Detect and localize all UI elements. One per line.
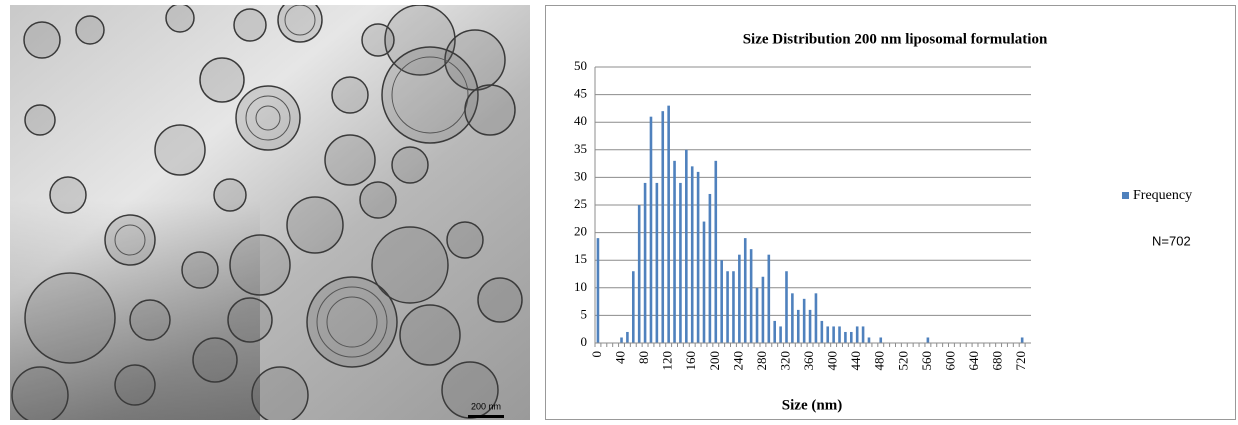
bar — [750, 249, 753, 343]
bar — [838, 326, 841, 343]
bar — [632, 271, 635, 343]
bar — [791, 293, 794, 343]
x-tick-label: 640 — [966, 351, 981, 371]
bar — [661, 111, 664, 343]
x-tick-label: 720 — [1013, 351, 1028, 371]
x-tick-label: 320 — [777, 351, 792, 371]
bar — [756, 288, 759, 343]
bar — [673, 161, 676, 343]
x-axis-label: Size (nm) — [782, 397, 842, 413]
y-tick-label: 10 — [574, 279, 587, 294]
legend-label: Frequency — [1133, 188, 1192, 203]
bar — [856, 326, 859, 343]
x-tick-label: 40 — [612, 351, 627, 364]
bar — [685, 150, 688, 343]
bar — [714, 161, 717, 343]
bar — [679, 183, 682, 343]
bar — [809, 310, 812, 343]
bar — [826, 326, 829, 343]
bar — [803, 299, 806, 343]
y-tick-label: 45 — [574, 86, 587, 101]
bar — [626, 332, 629, 343]
bar — [927, 337, 930, 343]
bar — [785, 271, 788, 343]
x-tick-label: 80 — [636, 351, 651, 364]
bar — [726, 271, 729, 343]
bar — [862, 326, 865, 343]
x-tick-label: 400 — [825, 351, 840, 371]
bar — [620, 337, 623, 343]
x-tick-label: 600 — [942, 351, 957, 371]
bar — [768, 255, 771, 343]
x-tick-label: 0 — [589, 351, 604, 358]
bar — [697, 172, 700, 343]
x-tick-label: 560 — [919, 351, 934, 371]
bar — [762, 277, 765, 343]
bar — [844, 332, 847, 343]
y-tick-label: 40 — [574, 113, 587, 128]
bar — [691, 166, 694, 343]
bar — [773, 321, 776, 343]
y-tick-label: 20 — [574, 224, 587, 239]
y-tick-label: 30 — [574, 168, 587, 183]
bar — [656, 183, 659, 343]
bar — [850, 332, 853, 343]
x-tick-label: 440 — [848, 351, 863, 371]
y-tick-label: 15 — [574, 251, 587, 266]
y-tick-label: 5 — [581, 306, 588, 321]
bar — [1021, 337, 1024, 343]
x-tick-label: 240 — [730, 351, 745, 371]
x-tick-label: 520 — [895, 351, 910, 371]
bar — [738, 255, 741, 343]
bar — [879, 337, 882, 343]
x-tick-label: 120 — [660, 351, 675, 371]
bar — [709, 194, 712, 343]
bar — [821, 321, 824, 343]
annotation: N=702 — [1152, 233, 1191, 248]
page: 200 nm Size Distribution 200 nm liposoma… — [0, 0, 1238, 425]
chart-title: Size Distribution 200 nm liposomal formu… — [743, 31, 1048, 47]
bar — [703, 222, 706, 343]
x-tick-label: 480 — [872, 351, 887, 371]
bar — [797, 310, 800, 343]
bar — [597, 238, 600, 343]
bar — [732, 271, 735, 343]
bar — [868, 337, 871, 343]
x-tick-label: 280 — [754, 351, 769, 371]
bar — [644, 183, 647, 343]
y-tick-label: 50 — [574, 58, 587, 73]
x-tick-label: 200 — [707, 351, 722, 371]
y-tick-label: 35 — [574, 141, 587, 156]
scale-bar-label: 200 nm — [471, 401, 501, 411]
bar — [638, 205, 641, 343]
bar — [832, 326, 835, 343]
bar — [650, 117, 653, 343]
bar — [815, 293, 818, 343]
micrograph: 200 nm — [10, 0, 530, 423]
x-tick-label: 360 — [801, 351, 816, 371]
bar — [779, 326, 782, 343]
x-tick-label: 680 — [990, 351, 1005, 371]
bar — [720, 260, 723, 343]
bar — [744, 238, 747, 343]
legend-swatch — [1122, 192, 1129, 199]
x-tick-label: 160 — [683, 351, 698, 371]
y-tick-label: 25 — [574, 196, 587, 211]
bar — [667, 106, 670, 343]
y-tick-label: 0 — [581, 334, 588, 349]
